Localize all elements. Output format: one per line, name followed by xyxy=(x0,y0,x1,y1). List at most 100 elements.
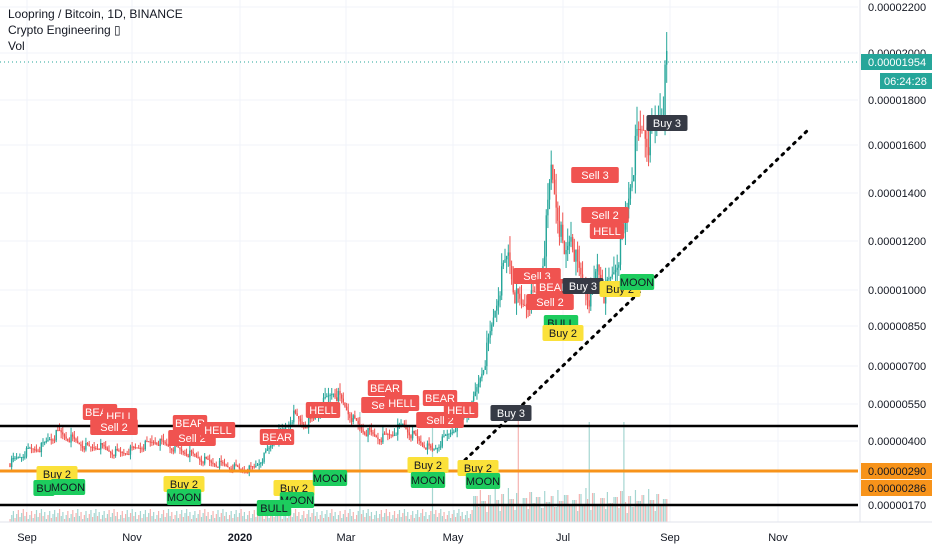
candle-body xyxy=(548,182,551,200)
candle-body xyxy=(258,463,260,465)
volume-bar xyxy=(369,516,371,522)
candle-body xyxy=(570,237,572,242)
volume-bar xyxy=(484,501,486,522)
candle-body xyxy=(12,458,14,460)
volume-bar xyxy=(131,509,133,522)
candle-body xyxy=(62,432,64,435)
volume-bar xyxy=(547,502,549,522)
time-tick-label: Nov xyxy=(768,532,788,544)
volume-bar xyxy=(425,512,427,522)
candle-body xyxy=(646,138,648,148)
signal-label-box xyxy=(542,325,584,341)
candle-body xyxy=(439,446,442,448)
candle-body xyxy=(22,456,24,458)
candle-body xyxy=(581,274,584,281)
symbol-title[interactable]: Loopring / Bitcoin, 1D, BINANCE xyxy=(8,7,183,21)
volume-bar xyxy=(243,512,245,522)
candle-body xyxy=(294,410,297,414)
candle-body xyxy=(576,249,579,262)
volume-bar xyxy=(139,511,142,522)
candle-body xyxy=(270,446,272,448)
volume-bar xyxy=(527,509,529,522)
candle-body xyxy=(590,292,592,307)
candle-body xyxy=(301,421,303,425)
volume-bar xyxy=(319,515,321,522)
volume-bar xyxy=(521,504,523,522)
volume-bar xyxy=(491,506,493,522)
signal-label-text: Buy 2 xyxy=(170,479,198,491)
signal-label-box xyxy=(457,460,499,476)
volume-bar xyxy=(39,513,41,522)
volume-bar xyxy=(600,498,602,522)
volume-bar xyxy=(435,510,437,522)
volume-bar xyxy=(118,519,120,522)
volume-bar xyxy=(459,516,462,522)
indicator-title[interactable]: Crypto Engineering ▯ xyxy=(8,23,121,37)
volume-bar xyxy=(151,516,153,522)
volume-bar xyxy=(501,494,503,522)
volume-bar xyxy=(214,518,216,522)
volume-bar xyxy=(463,519,465,522)
volume-bar xyxy=(458,509,460,522)
volume-bar xyxy=(207,512,209,522)
candle-body xyxy=(378,439,381,441)
volume-bar xyxy=(489,495,491,522)
volume-bar xyxy=(636,501,638,522)
signal-label-box xyxy=(410,472,446,488)
candle-body xyxy=(179,447,181,450)
candle-body xyxy=(499,295,501,301)
volume-bar xyxy=(575,500,577,522)
volume-bar xyxy=(664,499,666,522)
price-tick-label: 0.00001800 xyxy=(868,95,926,107)
volume-bar xyxy=(14,518,16,522)
candle-body xyxy=(30,447,33,449)
volume-bar xyxy=(82,519,84,522)
volume-bar xyxy=(324,514,326,522)
volume-bar xyxy=(474,496,476,522)
volume-bar xyxy=(240,509,242,522)
volume-bar xyxy=(587,499,589,522)
volume-bar xyxy=(653,500,655,522)
volume-bar xyxy=(486,512,488,522)
volume-bar xyxy=(286,518,288,522)
candle-body xyxy=(284,427,287,429)
candle-body xyxy=(100,442,102,450)
volume-bar xyxy=(608,503,610,522)
volume-bar xyxy=(445,519,447,522)
signal-label-text: Sell 2 xyxy=(178,433,206,445)
volume-bar xyxy=(126,510,128,522)
volume-bar xyxy=(181,510,183,522)
candle-body xyxy=(517,288,519,294)
volume-bar xyxy=(146,517,148,522)
volume-bar xyxy=(408,519,410,522)
volume-bar xyxy=(57,513,59,522)
candle-body xyxy=(507,252,509,256)
candle-body xyxy=(55,429,57,441)
volume-bar xyxy=(605,509,607,522)
volume-bar xyxy=(12,511,14,522)
candle-body xyxy=(444,435,447,437)
candle-body xyxy=(213,463,216,466)
volume-bar xyxy=(68,518,71,522)
candle-body xyxy=(111,453,113,455)
candle-body xyxy=(68,440,71,443)
volume-bar xyxy=(164,517,166,522)
candle-body xyxy=(63,434,66,437)
volume-bar xyxy=(626,513,628,522)
candle-body xyxy=(367,428,369,437)
volume-bar xyxy=(40,509,43,522)
candle-body xyxy=(72,434,74,437)
candle-body xyxy=(431,447,434,450)
volume-bar xyxy=(560,501,562,522)
volume-bar xyxy=(116,512,118,522)
volume-bar xyxy=(309,517,311,522)
candle-body xyxy=(144,440,146,449)
time-tick-label: Sep xyxy=(660,532,680,544)
price-tick-label: 0.00000850 xyxy=(868,321,926,333)
volume-title[interactable]: Vol xyxy=(8,39,25,53)
volume-bar xyxy=(62,512,64,522)
volume-bar xyxy=(204,509,206,522)
volume-bar xyxy=(336,519,338,522)
